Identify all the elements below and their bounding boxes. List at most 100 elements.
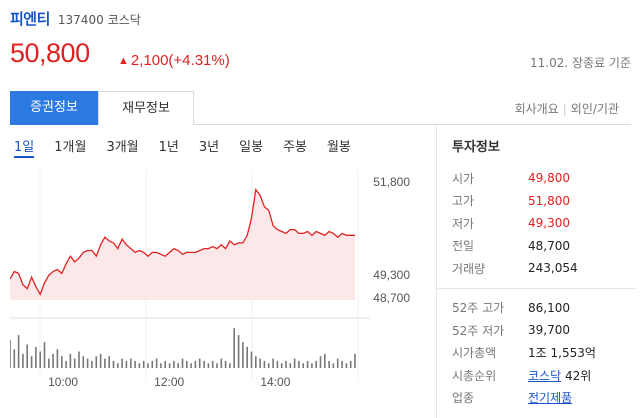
volume-bar — [86, 358, 89, 368]
volume-bar — [130, 358, 132, 368]
stock-market: 코스닥 — [107, 13, 141, 27]
volume-bar — [134, 360, 136, 368]
info-value: 39,700 — [528, 323, 570, 338]
info-label: 시가총액 — [452, 346, 497, 361]
vertical-divider — [436, 126, 437, 418]
info-value: 49,800 — [528, 171, 570, 186]
volume-bar — [211, 360, 214, 368]
volume-bar — [216, 363, 218, 368]
volume-bar — [181, 358, 184, 368]
link-separator: | — [562, 102, 567, 116]
volume-bar — [276, 360, 279, 368]
volume-bar — [108, 356, 110, 368]
rank-value: 42위 — [561, 368, 592, 383]
volume-bar — [345, 363, 348, 368]
tab-securities-info[interactable]: 증권정보 — [10, 91, 98, 125]
period-1m[interactable]: 1개월 — [54, 140, 87, 155]
stock-name[interactable]: 피엔티 — [10, 10, 50, 28]
volume-bar — [26, 344, 28, 368]
investment-info: 투자정보 시가 49,800 고가 51,800 저가 49,300 전일 48… — [436, 136, 637, 410]
volume-bar — [73, 358, 76, 368]
info-row-prev: 전일 48,700 — [452, 235, 637, 258]
foreign-institution-link[interactable]: 외인/기관 — [570, 102, 619, 116]
tab-financial-info[interactable]: 재무정보 — [98, 91, 194, 125]
volume-bar — [65, 360, 67, 368]
sector-link[interactable]: 전기제품 — [528, 391, 573, 406]
info-value: 86,100 — [528, 300, 570, 315]
info-separator — [436, 287, 636, 289]
volume-bar — [293, 358, 296, 368]
volume-bar — [17, 335, 20, 368]
stock-code: 137400 — [57, 13, 104, 27]
volume-bar — [246, 346, 248, 368]
volume-bar — [22, 353, 24, 368]
period-daily[interactable]: 일봉 — [239, 140, 264, 155]
right-links: 회사개요 | 외인/기관 — [515, 100, 619, 117]
volume-bar — [242, 342, 244, 368]
price-chart[interactable]: 51,800 49,300 48,700 10:00 12:00 14:00 — [9, 170, 430, 410]
volume-bar — [289, 363, 292, 368]
volume-bar — [354, 353, 356, 368]
volume-bar — [324, 353, 326, 368]
info-label: 업종 — [452, 391, 475, 406]
market-link[interactable]: 코스닥 — [528, 368, 562, 383]
info-row-market-cap: 시가총액 1조 1,553억 — [452, 342, 637, 365]
volume-bar — [48, 358, 50, 368]
period-monthly[interactable]: 월봉 — [326, 140, 351, 155]
volume-bar — [177, 363, 179, 368]
volume-bar — [52, 353, 54, 368]
price-change-value: 2,100(+4.31%) — [130, 52, 230, 69]
volume-bar — [168, 363, 171, 368]
volume-bar — [39, 351, 41, 368]
info-row-rank: 시총순위 코스닥 42위 — [452, 364, 637, 387]
volume-bar — [151, 360, 154, 368]
volume-bar — [220, 358, 223, 368]
volume-bar — [237, 335, 240, 368]
volume-bar — [186, 360, 188, 368]
y-tick-label: 48,700 — [373, 291, 410, 305]
volume-bar — [336, 358, 339, 368]
volume-bar — [82, 356, 85, 368]
info-value: 51,800 — [528, 193, 570, 208]
volume-bar — [319, 356, 322, 368]
chart-svg: 51,800 49,300 48,700 10:00 12:00 14:00 — [9, 170, 410, 389]
period-3y[interactable]: 3년 — [198, 140, 220, 155]
volume-bar — [112, 360, 115, 368]
info-row-open: 시가 49,800 — [452, 167, 637, 190]
info-label: 거래량 — [452, 261, 486, 276]
volume-bar — [263, 360, 266, 368]
period-weekly[interactable]: 주봉 — [283, 140, 307, 155]
volume-bar — [229, 363, 231, 368]
volume-bar — [285, 360, 287, 368]
period-3m[interactable]: 3개월 — [106, 140, 139, 155]
volume-bar — [69, 353, 72, 368]
volume-bar — [306, 360, 309, 368]
volume-bar — [164, 360, 166, 368]
volume-bar — [194, 360, 197, 368]
info-row-high: 고가 51,800 — [452, 190, 637, 213]
y-tick-label: 49,300 — [373, 268, 410, 282]
volume-bar — [259, 358, 261, 368]
triangle-up-icon: ▲ — [118, 55, 129, 67]
info-value: 1조 1,553억 — [528, 346, 596, 361]
info-row-sector: 업종 전기제품 — [452, 387, 637, 410]
tab-bar: 증권정보 재무정보 회사개요 | 외인/기관 — [10, 91, 631, 125]
info-label: 52주 저가 — [452, 323, 505, 338]
volume-bar — [341, 360, 343, 368]
company-overview-link[interactable]: 회사개요 — [514, 102, 559, 116]
period-1d[interactable]: 1일 — [14, 136, 35, 158]
close-time: 11.02. 장종료 기준 — [530, 56, 631, 70]
x-tick-label: 10:00 — [48, 375, 78, 389]
info-label: 52주 고가 — [452, 301, 505, 316]
volume-bar — [117, 363, 119, 368]
price-row: 50,800 ▲ 2,100(+4.31%) 11.02. 장종료 기준 — [10, 38, 631, 78]
volume-bar — [121, 358, 123, 368]
volume-bar — [203, 360, 205, 368]
volume-bar — [56, 349, 59, 368]
volume-bar — [250, 351, 253, 368]
info-title: 투자정보 — [452, 140, 500, 155]
volume-bar — [138, 363, 141, 368]
price-line — [9, 187, 355, 296]
period-1y[interactable]: 1년 — [158, 140, 179, 155]
volume-bar — [78, 351, 80, 368]
